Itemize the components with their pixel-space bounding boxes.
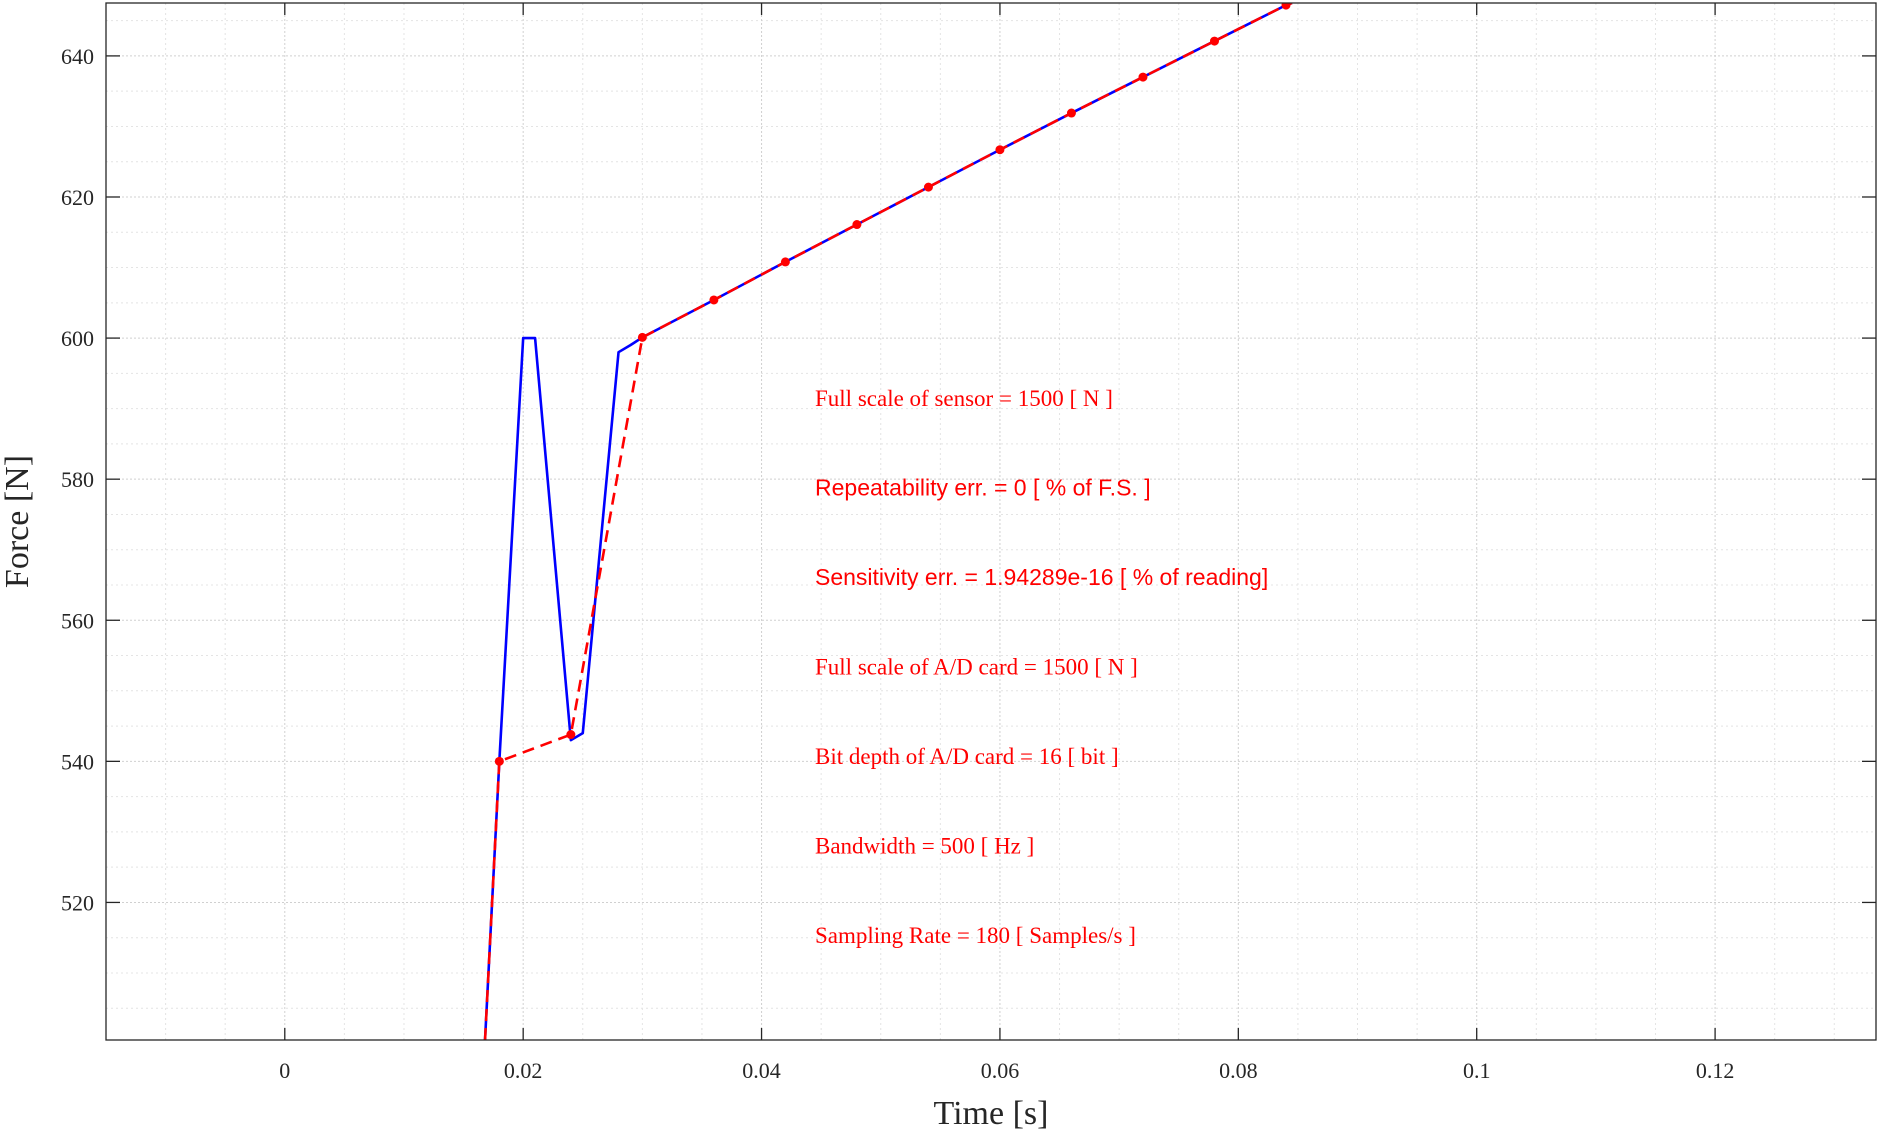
x-tick-label: 0 xyxy=(279,1058,290,1083)
axis-ticks: 0 0.02 0.04 0.06 0.08 0.1 0.12 520 540 560 580 600 6… xyxy=(61,3,1876,1083)
sample-marker xyxy=(852,220,862,230)
sample-marker xyxy=(995,145,1005,155)
annotations: Full scale of sensor = 1500 [ N ] Repeata… xyxy=(815,386,1268,948)
annotation-text: Full scale of A/D card = 1500 [ N ] xyxy=(815,655,1138,680)
sample-marker xyxy=(494,756,504,766)
annotation-text: Full scale of sensor = 1500 [ N ] xyxy=(815,386,1113,411)
y-tick-label: 600 xyxy=(61,326,94,351)
annotation-text: Repeatability err. = 0 [ % of F.S. ] xyxy=(815,475,1151,501)
x-axis-label: Time [s] xyxy=(934,1095,1049,1132)
sample-marker xyxy=(637,332,647,342)
y-tick-label: 620 xyxy=(61,185,94,210)
annotation-text: Sensitivity err. = 1.94289e-16 [ % of re… xyxy=(815,564,1268,590)
y-tick-label: 560 xyxy=(61,608,94,633)
y-tick-label: 640 xyxy=(61,44,94,69)
sampled-force-line xyxy=(483,3,1293,1040)
x-tick-label: 0.1 xyxy=(1463,1058,1491,1083)
sample-marker xyxy=(566,730,576,740)
sample-marker xyxy=(923,182,933,192)
grid xyxy=(105,3,1876,1040)
plot-series xyxy=(483,3,1293,1040)
x-tick-label: 0.04 xyxy=(742,1058,781,1083)
y-tick-label: 540 xyxy=(61,749,94,774)
sample-marker xyxy=(780,257,790,267)
sample-marker xyxy=(1209,36,1219,46)
x-tick-label: 0.08 xyxy=(1219,1058,1258,1083)
sample-marker xyxy=(1066,108,1076,118)
sample-marker xyxy=(1138,72,1148,82)
annotation-text: Bit depth of A/D card = 16 [ bit ] xyxy=(815,744,1119,769)
sample-marker xyxy=(1281,3,1291,10)
x-tick-label: 0.12 xyxy=(1696,1058,1735,1083)
annotation-text: Sampling Rate = 180 [ Samples/s ] xyxy=(815,923,1136,948)
y-tick-label: 580 xyxy=(61,467,94,492)
plot-frame xyxy=(105,2,1877,1041)
series-group xyxy=(483,3,1293,1040)
y-axis-label: Force [N] xyxy=(0,455,36,588)
x-tick-label: 0.06 xyxy=(981,1058,1020,1083)
annotation-text: Bandwidth = 500 [ Hz ] xyxy=(815,834,1034,859)
x-tick-label: 0.02 xyxy=(504,1058,543,1083)
sample-marker xyxy=(709,295,719,305)
y-tick-label: 520 xyxy=(61,890,94,915)
